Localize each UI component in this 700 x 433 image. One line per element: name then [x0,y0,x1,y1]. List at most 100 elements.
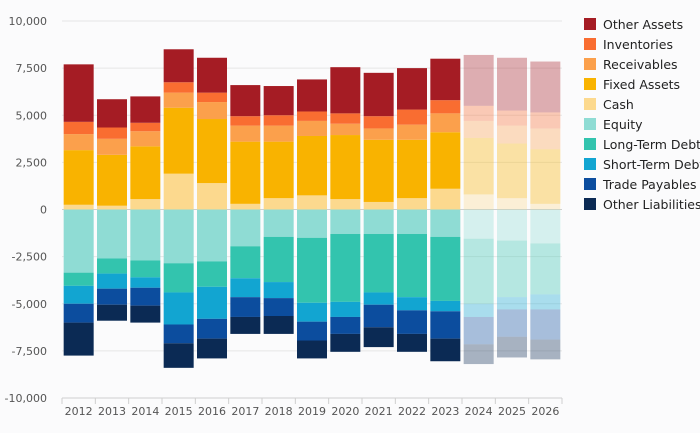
legend-swatch [584,158,596,170]
bar-segment [463,344,494,365]
bar-segment [230,246,261,279]
x-tick-label: 2018 [265,405,293,418]
bar-segment [463,194,494,210]
bar-segment [430,100,461,114]
bar-stack [263,86,294,334]
bar-segment [163,209,194,264]
bar-stack [397,68,427,352]
bar-segment [397,109,427,125]
bar-segment [263,125,294,142]
bar-segment [230,141,261,204]
bar-segment [330,301,361,317]
bar-segment [197,57,227,93]
bar-segment [163,82,194,93]
bar-segment [430,188,461,210]
bar-segment [197,338,227,359]
bar-segment [330,123,361,136]
legend-swatch [584,138,596,150]
bar-segment [363,234,394,293]
bar-segment [430,338,461,362]
bar-segment [363,327,394,348]
bar-stack [97,99,127,321]
bar-segment [263,198,294,210]
bar-stack [530,61,561,360]
bar-segment [97,154,127,206]
bar-segment [63,285,94,304]
bar-segment [497,143,527,199]
legend-swatch [584,98,596,110]
bar-segment [330,234,361,302]
legend-label: Fixed Assets [603,77,680,92]
bar-segment [330,67,361,114]
bar-segment [197,286,227,319]
x-tick-label: 2019 [298,405,326,418]
bar-segment [363,292,394,305]
legend-item: Equity [584,117,643,132]
bar-segment [97,288,127,305]
bar-segment [330,209,361,235]
y-tick-label: -5,000 [12,298,47,311]
bar-segment [263,316,294,334]
bar-segment [463,316,494,345]
bar-segment [263,236,294,283]
bar-segment [130,260,161,278]
bar-segment [163,263,194,293]
bar-segment [263,115,294,126]
bar-segment [163,324,194,344]
bar-segment [63,303,94,323]
x-tick-label: 2016 [198,405,226,418]
bar-segment [297,237,327,303]
bar-segment [330,135,361,200]
bar-segment [463,303,494,317]
x-tick-label: 2015 [165,405,193,418]
bar-segment [497,198,527,210]
bar-segment [130,209,161,261]
bar-segment [397,68,427,110]
bar-segment [163,92,194,108]
legend-item: Inventories [584,37,673,52]
bar-segment [530,309,561,340]
bar-segment [363,128,394,140]
x-tick-label: 2026 [531,405,559,418]
bar-stack [197,57,227,359]
bar-segment [363,116,394,129]
y-tick-label: -2,500 [12,251,47,264]
x-tick-label: 2021 [365,405,393,418]
bar-segment [463,120,494,138]
bar-segment [197,261,227,287]
bar-stack [163,49,194,368]
bar-segment [230,297,261,317]
bar-segment [130,146,161,200]
bar-segment [297,135,327,196]
bar-stack [463,54,494,365]
legend-item: Receivables [584,57,678,72]
bar-segment [530,209,561,244]
axis-layer: 10,000 7,500 5,000 2,500 0 -2,500 -5,000 -7,500… [5,15,563,418]
bar-segment [163,292,194,325]
bar-segment [97,138,127,155]
bar-segment [263,86,294,116]
bar-segment [97,205,127,210]
bar-segment [63,121,94,135]
bar-segment [130,199,161,210]
bar-stack [63,64,94,356]
bar-segment [63,64,94,122]
bars-layer [63,49,561,368]
legend-item: Long-Term Debt [584,137,700,152]
bar-segment [163,49,194,83]
bar-segment [197,102,227,120]
bar-stack [330,67,361,352]
bar-segment [397,234,427,298]
bar-segment [230,209,261,247]
bar-segment [263,298,294,317]
y-tick-label: 5,000 [16,109,48,122]
bar-segment [363,201,394,210]
bar-segment [497,309,527,337]
bar-segment [463,238,494,304]
bar-segment [230,316,261,334]
y-tick-label: 2,500 [16,156,48,169]
bar-segment [130,305,161,323]
bar-segment [397,139,427,199]
bar-segment [497,240,527,298]
bar-segment [63,322,94,356]
